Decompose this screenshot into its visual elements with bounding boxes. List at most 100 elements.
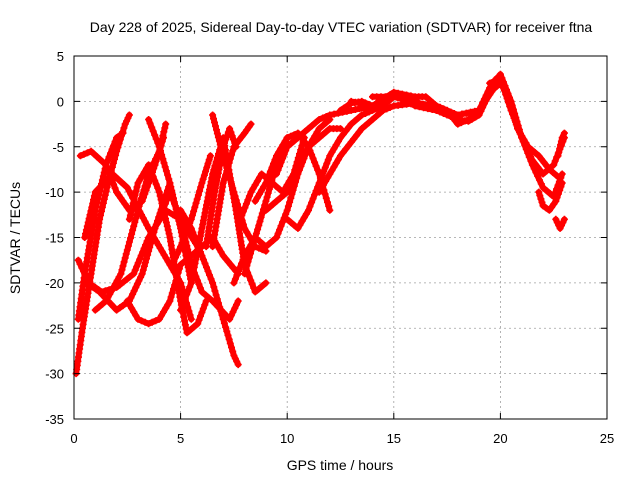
data-point <box>372 113 380 120</box>
data-point <box>527 157 535 165</box>
data-point <box>167 183 175 191</box>
data-point <box>383 105 391 113</box>
data-point <box>195 316 203 324</box>
data-point <box>418 100 426 108</box>
data-point <box>461 117 469 125</box>
data-point <box>132 187 140 195</box>
data-point <box>119 129 127 137</box>
x-axis-label: GPS time / hours <box>287 457 394 473</box>
series-track-1 <box>72 111 133 378</box>
data-point <box>525 153 533 161</box>
data-point <box>154 139 162 147</box>
data-point <box>351 98 359 106</box>
data-point <box>260 205 267 213</box>
data-point <box>224 168 232 176</box>
data-point <box>111 155 118 163</box>
data-point <box>330 110 338 118</box>
data-point <box>142 178 150 186</box>
data-point <box>216 141 224 149</box>
data-point <box>98 300 106 308</box>
data-point <box>256 190 263 198</box>
data-point <box>101 287 109 295</box>
data-point <box>152 155 160 163</box>
data-point <box>151 224 159 232</box>
data-point <box>273 197 280 205</box>
data-point <box>211 287 219 295</box>
data-point <box>134 179 142 187</box>
data-point <box>531 149 539 157</box>
data-point <box>152 180 160 188</box>
data-point <box>194 191 202 199</box>
data-point <box>496 75 504 83</box>
series-track-31 <box>552 215 568 232</box>
data-point <box>220 175 228 183</box>
data-point <box>425 96 433 104</box>
data-point <box>157 147 164 155</box>
data-point <box>228 343 235 351</box>
data-point <box>360 100 368 108</box>
data-point <box>148 236 156 244</box>
data-point <box>312 162 320 170</box>
data-point <box>229 147 237 155</box>
data-point <box>146 119 154 127</box>
data-point <box>258 170 266 178</box>
data-point <box>85 215 93 223</box>
data-point <box>223 164 231 172</box>
data-point <box>239 220 247 228</box>
data-point <box>78 264 86 272</box>
data-point <box>164 301 172 309</box>
data-point <box>212 291 220 299</box>
data-point <box>539 184 547 192</box>
data-point <box>535 188 543 196</box>
data-point <box>160 128 168 136</box>
data-point <box>134 259 142 267</box>
data-point <box>187 315 195 323</box>
data-point <box>516 130 524 138</box>
data-point <box>286 180 294 188</box>
data-point <box>249 242 257 250</box>
data-point <box>467 108 475 116</box>
data-point <box>149 173 157 181</box>
data-point <box>372 100 380 108</box>
data-point <box>189 228 197 236</box>
data-point <box>276 226 284 234</box>
data-point <box>196 284 204 292</box>
data-point <box>502 91 510 99</box>
data-point <box>306 202 314 210</box>
data-point <box>284 202 292 210</box>
data-point <box>120 258 128 266</box>
data-point <box>255 244 263 252</box>
data-point <box>178 302 186 310</box>
data-point <box>319 181 327 189</box>
data-point <box>283 215 291 223</box>
axes: 0 5 10 15 20 25 5 0 -5 -10 -15 -20 -25 -30 -35 <box>45 49 614 446</box>
y-tick-label: 5 <box>57 49 64 64</box>
data-point <box>145 320 153 328</box>
data-point <box>172 254 179 261</box>
data-point <box>317 185 325 192</box>
data-point <box>255 221 263 229</box>
data-point <box>205 294 213 302</box>
data-point <box>258 209 266 217</box>
data-point <box>300 214 308 221</box>
data-point <box>149 127 157 135</box>
data-point <box>507 106 515 114</box>
data-point <box>161 200 169 208</box>
data-point <box>337 125 344 133</box>
data-point <box>140 262 148 270</box>
data-point <box>138 172 146 180</box>
data-point <box>536 192 544 199</box>
data-point <box>280 151 288 158</box>
data-point <box>500 87 508 95</box>
data-point <box>102 187 110 195</box>
data-point <box>294 224 302 232</box>
data-point <box>282 210 290 218</box>
data-point <box>323 160 331 168</box>
data-point <box>125 111 133 119</box>
data-point <box>190 323 198 331</box>
data-point <box>82 230 89 238</box>
data-point <box>168 289 176 297</box>
data-point <box>207 275 215 283</box>
data-point <box>273 170 280 178</box>
data-point <box>320 167 328 175</box>
